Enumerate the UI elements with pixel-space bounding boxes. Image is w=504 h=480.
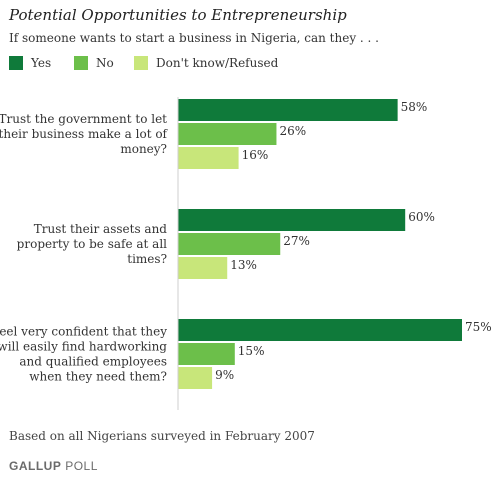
legend-label-dont-know: Don't know/Refused — [156, 56, 279, 70]
bar-dont-know-group-2 — [178, 257, 228, 279]
bar-dont-know-group-3 — [178, 367, 213, 389]
bar-no-group-1 — [178, 123, 277, 145]
value-label-yes-group-3: 75% — [465, 320, 492, 334]
value-label-no-group-3: 15% — [238, 344, 265, 358]
chart-title: Potential Opportunities to Entrepreneurs… — [9, 6, 347, 24]
value-label-yes-group-2: 60% — [408, 210, 435, 224]
legend-swatch-dont-know — [134, 56, 148, 70]
bar-dont-know-group-1 — [178, 147, 239, 169]
legend-item-yes: Yes — [9, 56, 51, 70]
category-label-line: and qualified employees — [19, 355, 167, 369]
bar-chart: 58% 26% 16% Trust the government to let thei… — [0, 97, 492, 410]
footnote: Based on all Nigerians surveyed in Febru… — [9, 429, 315, 443]
legend-swatch-yes — [9, 56, 23, 70]
value-label-no-group-1: 26% — [279, 124, 306, 138]
value-label-yes-group-1: 58% — [401, 100, 428, 114]
category-label-line: Trust their assets and — [34, 222, 168, 236]
category-label-line: times? — [127, 252, 167, 266]
legend-label-no: No — [96, 56, 114, 70]
category-label-line: Feel very confident that they — [0, 325, 167, 339]
value-label-no-group-2: 27% — [283, 234, 310, 248]
bar-yes-group-1 — [178, 99, 398, 121]
category-label-3: Feel very confident that they will easily… — [0, 325, 167, 384]
legend-item-no: No — [74, 56, 114, 70]
value-label-dont-know-group-1: 16% — [242, 148, 269, 162]
value-label-dont-know-group-2: 13% — [230, 258, 257, 272]
legend-swatch-no — [74, 56, 88, 70]
logo-product: POLL — [65, 459, 98, 473]
chart-subtitle: If someone wants to start a business in … — [9, 31, 379, 45]
category-label-line: money? — [120, 142, 167, 156]
value-label-dont-know-group-3: 9% — [215, 368, 234, 382]
bar-no-group-2 — [178, 233, 281, 255]
logo-brand: GALLUP — [9, 459, 62, 473]
category-label-line: Trust the government to let — [0, 112, 167, 126]
category-label-2: Trust their assets and property to be saf… — [17, 222, 168, 266]
category-label-1: Trust the government to let their busines… — [0, 112, 169, 156]
bar-yes-group-2 — [178, 209, 406, 231]
bar-no-group-3 — [178, 343, 235, 365]
legend-label-yes: Yes — [31, 56, 52, 70]
category-label-line: their business make a lot of — [0, 127, 169, 141]
gallup-poll-logo: GALLUP POLL — [9, 459, 98, 473]
category-label-line: will easily find hardworking — [0, 340, 167, 354]
legend-item-dont-know: Don't know/Refused — [134, 56, 278, 70]
category-label-line: property to be safe at all — [17, 237, 167, 251]
category-label-line: when they need them? — [29, 370, 167, 384]
bar-yes-group-3 — [178, 319, 462, 341]
